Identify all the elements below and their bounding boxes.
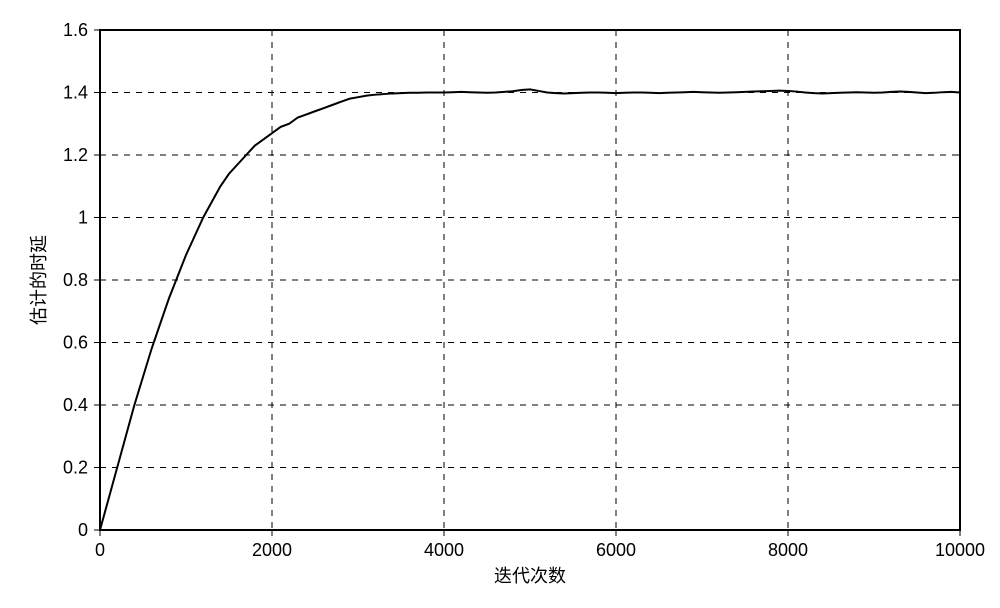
y-tick-label: 1.6 — [63, 20, 88, 40]
x-tick-label: 6000 — [596, 540, 636, 560]
y-tick-label: 1.2 — [63, 145, 88, 165]
x-tick-label: 10000 — [935, 540, 985, 560]
data-series-line — [100, 89, 960, 530]
y-tick-label: 0.4 — [63, 395, 88, 415]
x-tick-label: 8000 — [768, 540, 808, 560]
x-tick-label: 0 — [95, 540, 105, 560]
x-tick-label: 2000 — [252, 540, 292, 560]
x-tick-label: 4000 — [424, 540, 464, 560]
y-tick-label: 1 — [78, 208, 88, 228]
y-tick-label: 1.4 — [63, 83, 88, 103]
y-axis-label: 估计的时延 — [29, 235, 49, 325]
y-tick-label: 0.2 — [63, 458, 88, 478]
x-axis-label: 迭代次数 — [494, 566, 566, 586]
chart-svg: 0 2000 4000 6000 8000 10000 0 0.2 0.4 0.6 0.8 1 1.2 1… — [0, 0, 1000, 608]
y-tick-label: 0 — [78, 520, 88, 540]
chart-container: 0 2000 4000 6000 8000 10000 0 0.2 0.4 0.6 0.8 1 1.2 1… — [0, 0, 1000, 608]
y-tick-label: 0.8 — [63, 270, 88, 290]
y-tick-label: 0.6 — [63, 333, 88, 353]
